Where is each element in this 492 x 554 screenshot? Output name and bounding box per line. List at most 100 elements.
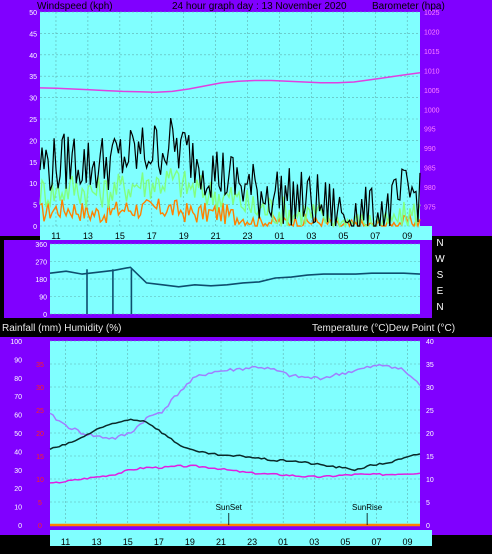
humidity-ytick-label: 60	[14, 413, 22, 420]
barometer-ytick-label: 1005	[424, 88, 440, 95]
temp-ytick-label: 20	[426, 431, 434, 438]
barometer-ytick-label: 980	[424, 185, 436, 192]
rain-humidity-label: Rainfall (mm) Humidity (%)	[2, 323, 121, 334]
rainfall-ytick-label: 35	[36, 362, 44, 369]
series-wind-gust	[39, 117, 421, 227]
wind-ytick-label: 10	[29, 181, 37, 188]
temp-xtick-label: 23	[247, 537, 257, 547]
temp-xtick-label: 03	[309, 537, 319, 547]
temp-xtick-label: 15	[123, 537, 133, 547]
wind-ytick-label: 50	[29, 10, 37, 17]
wind-xtick-label: 13	[83, 231, 93, 241]
wind-ytick-label: 25	[29, 117, 37, 124]
temp-ytick-label: 5	[426, 500, 430, 507]
wind-xtick-label: 15	[115, 231, 125, 241]
data-series	[39, 71, 421, 527]
barometer-ytick-label: 1020	[424, 29, 440, 36]
rainfall-ytick-label: 25	[36, 408, 44, 415]
temp-ytick-label: 15	[426, 454, 434, 461]
temp-ytick-label: 40	[426, 339, 434, 346]
humidity-ytick-label: 70	[14, 394, 22, 401]
temp-xtick-label: 07	[371, 537, 381, 547]
temp-xaxis-strip	[50, 530, 432, 546]
temp-dewpoint-label: Temperature (°C)Dew Point (°C)	[312, 323, 455, 334]
humidity-ytick-label: 10	[14, 505, 22, 512]
temp-ytick-label: 10	[426, 477, 434, 484]
series-temperature	[49, 418, 421, 472]
rainfall-ytick-label: 20	[36, 431, 44, 438]
temp-xtick-label: 05	[340, 537, 350, 547]
barometer-ytick-label: 995	[424, 127, 436, 134]
temp-xtick-label: 11	[61, 537, 70, 547]
compass-label-n: N	[436, 238, 443, 249]
rainfall-ytick-label: 10	[36, 477, 44, 484]
compass-label-e: E	[437, 286, 444, 297]
barometer-axis-label: Barometer (hpa)	[372, 1, 445, 12]
wind-ytick-label: 35	[29, 74, 37, 81]
rainfall-ytick-label: 15	[36, 454, 44, 461]
barometer-ytick-label: 1000	[424, 107, 440, 114]
compass-label-s: S	[437, 270, 444, 281]
annotation-sunrise: SunRise	[352, 503, 383, 512]
humidity-ytick-label: 90	[14, 357, 22, 364]
humidity-ytick-label: 20	[14, 486, 22, 493]
humidity-ytick-label: 80	[14, 376, 22, 383]
wind-xtick-label: 21	[211, 231, 221, 241]
humidity-ytick-label: 0	[18, 523, 22, 530]
wind-xtick-label: 07	[370, 231, 380, 241]
wind-xtick-label: 09	[402, 231, 412, 241]
rainfall-ytick-label: 5	[38, 500, 42, 507]
barometer-ytick-label: 975	[424, 205, 436, 212]
direction-ytick-label: 90	[39, 295, 47, 302]
direction-ytick-label: 360	[35, 242, 47, 249]
temp-xtick-label: 21	[216, 537, 226, 547]
tick-labels: 0510152025303540455097598098599099510001…	[10, 10, 445, 547]
temp-ytick-label: 30	[426, 385, 434, 392]
wind-ytick-label: 45	[29, 31, 37, 38]
temp-xtick-label: 09	[403, 537, 413, 547]
wind-xtick-label: 19	[179, 231, 189, 241]
wind-xaxis-strip	[40, 226, 432, 240]
temp-xtick-label: 01	[278, 537, 288, 547]
chart-title: 24 hour graph day : 13 November 2020	[172, 1, 347, 12]
series-barometer	[39, 71, 421, 93]
annotation-sunset: SunSet	[216, 503, 243, 512]
humidity-ytick-label: 40	[14, 449, 22, 456]
humidity-ytick-label: 50	[14, 431, 22, 438]
wind-xtick-label: 23	[243, 231, 253, 241]
windspeed-axis-label: Windspeed (kph)	[37, 1, 113, 12]
wind-ytick-label: 30	[29, 96, 37, 103]
temp-xtick-label: 13	[92, 537, 102, 547]
rainfall-ytick-label: 0	[38, 523, 42, 530]
wind-ytick-label: 40	[29, 53, 37, 60]
wind-xtick-label: 05	[338, 231, 348, 241]
series-wind-direction	[49, 266, 421, 288]
wind-xtick-label: 03	[306, 231, 316, 241]
rainfall-ytick-label: 30	[36, 385, 44, 392]
wind-xtick-label: 11	[51, 231, 60, 241]
barometer-ytick-label: 1010	[424, 68, 440, 75]
barometer-ytick-label: 1025	[424, 10, 440, 17]
wind-xtick-label: 17	[147, 231, 157, 241]
wind-xtick-label: 01	[274, 231, 284, 241]
compass-label-w: W	[435, 254, 445, 265]
grid-lines	[40, 11, 420, 526]
wind-ytick-label: 0	[33, 224, 37, 231]
temp-xtick-label: 19	[185, 537, 195, 547]
temp-ytick-label: 25	[426, 408, 434, 415]
temp-ytick-label: 35	[426, 362, 434, 369]
temp-xtick-label: 17	[154, 537, 164, 547]
humidity-ytick-label: 100	[10, 339, 22, 346]
direction-ytick-label: 0	[43, 312, 47, 319]
series-dew-point	[49, 464, 421, 484]
wind-ytick-label: 5	[33, 203, 37, 210]
temp-ytick-label: 0	[426, 523, 430, 530]
series-humidity	[49, 363, 421, 441]
direction-ytick-label: 180	[35, 277, 47, 284]
barometer-ytick-label: 990	[424, 146, 436, 153]
humidity-ytick-label: 30	[14, 468, 22, 475]
wind-ytick-label: 20	[29, 138, 37, 145]
barometer-ytick-label: 985	[424, 166, 436, 173]
direction-ytick-label: 270	[35, 260, 47, 267]
